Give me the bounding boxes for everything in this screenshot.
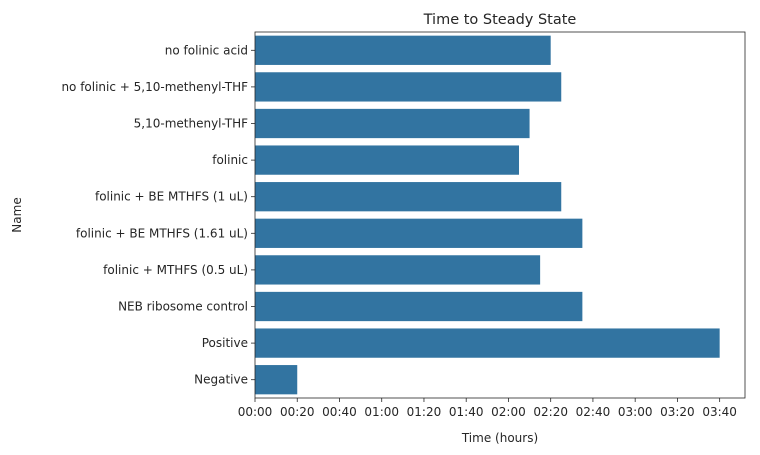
x-axis-ticks: 00:00 00:20 00:40 01:00 01:20 01:40 02:00 02:20… [238, 398, 737, 419]
x-tick-label: 03:00 [618, 405, 653, 419]
bar [255, 291, 583, 322]
y-tick-label: 5,10-methenyl-THF [134, 117, 248, 131]
bar [255, 218, 583, 248]
bar [255, 182, 562, 212]
y-tick-label: no folinic acid [165, 43, 248, 57]
y-axis-ticks: no folinic acid no folinic + 5,10-metheny… [61, 43, 255, 387]
x-tick-label: 02:00 [491, 405, 526, 419]
x-tick-label: 01:00 [364, 405, 399, 419]
y-tick-label: folinic + MTHFS (0.5 uL) [103, 263, 248, 277]
x-tick-label: 01:40 [449, 405, 484, 419]
y-tick-label: folinic + BE MTHFS (1.61 uL) [76, 226, 248, 240]
x-tick-label: 01:20 [407, 405, 442, 419]
x-tick-label: 02:20 [533, 405, 568, 419]
bar [255, 255, 541, 285]
x-tick-label: 00:20 [280, 405, 315, 419]
bar [255, 328, 720, 358]
y-tick-label: no folinic + 5,10-methenyl-THF [61, 80, 248, 94]
x-tick-label: 03:40 [702, 405, 737, 419]
x-tick-label: 02:40 [576, 405, 611, 419]
bars-group [255, 35, 720, 395]
bar [255, 108, 530, 139]
plot-frame [254, 31, 746, 399]
y-axis-title: Name [10, 197, 24, 232]
y-tick-label: Negative [194, 373, 248, 387]
y-tick-label: NEB ribosome control [118, 300, 248, 314]
bar [255, 365, 298, 395]
x-tick-label: 00:40 [322, 405, 357, 419]
y-tick-label: folinic [212, 153, 248, 167]
bar [255, 35, 551, 65]
y-tick-label: folinic + BE MTHFS (1 uL) [95, 190, 248, 204]
bar [255, 72, 562, 102]
x-axis-title: Time (hours) [461, 431, 538, 445]
y-tick-label: Positive [202, 336, 248, 350]
bar [255, 145, 520, 175]
x-tick-label: 03:20 [660, 405, 695, 419]
chart-title: Time to Steady State [423, 12, 577, 28]
x-tick-label: 00:00 [238, 405, 273, 419]
